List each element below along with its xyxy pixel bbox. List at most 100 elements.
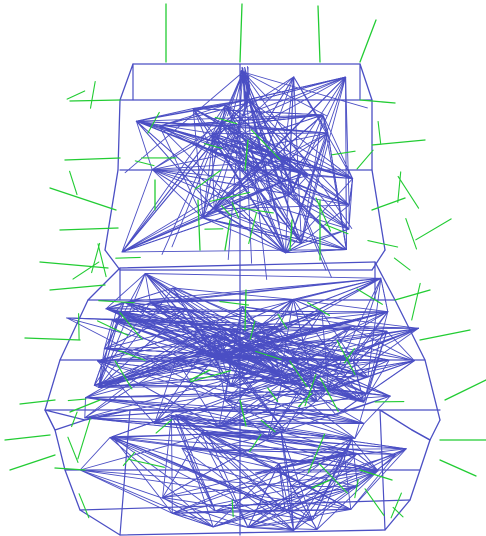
seat-edge — [221, 356, 365, 403]
normal-vector — [331, 150, 356, 156]
normal-vector — [343, 348, 355, 364]
seat-edge — [98, 301, 125, 388]
base-edge — [79, 469, 173, 514]
base-edge — [201, 432, 352, 510]
armrest-edge — [273, 327, 419, 354]
base-edge — [208, 449, 280, 464]
seat-edge — [149, 298, 294, 303]
armrest-edge — [354, 423, 365, 439]
backrest-edge — [221, 76, 347, 124]
base-edge — [293, 448, 407, 531]
base-outline — [379, 409, 413, 431]
seat-edge — [103, 277, 382, 350]
base-edge — [247, 526, 318, 530]
fan-edge — [124, 71, 244, 174]
normal-vector — [364, 488, 385, 517]
fan-edge — [242, 71, 280, 226]
backrest-edge — [192, 108, 309, 177]
fan-edge — [224, 71, 244, 149]
backrest-edge — [159, 125, 286, 254]
backrest-edge — [289, 114, 324, 195]
normal-vector — [298, 392, 313, 408]
fan-edge — [242, 71, 268, 280]
normal-vector — [203, 143, 223, 149]
armrest-edge — [212, 335, 286, 432]
armrest-edge — [97, 360, 356, 439]
normal-vector — [318, 463, 348, 494]
seat-edge — [98, 298, 294, 388]
backrest-edge — [284, 242, 302, 254]
normal-vector — [244, 289, 247, 331]
normal-vector — [69, 99, 121, 102]
armrest-edge — [363, 395, 391, 424]
armrest-edge — [154, 360, 415, 424]
seat-edge — [149, 277, 382, 303]
base-edge — [171, 510, 286, 514]
armrest-edge — [224, 352, 275, 402]
armrest-edge — [84, 417, 365, 424]
backrest-edge — [248, 98, 291, 195]
backrest-edge — [202, 217, 286, 254]
normal-vector — [197, 199, 201, 251]
backrest-edge — [151, 122, 223, 171]
base-edge — [212, 463, 280, 528]
backrest-edge — [202, 217, 347, 250]
normal-vector — [307, 302, 331, 316]
normal-vector — [393, 257, 411, 271]
base-outline — [384, 499, 411, 531]
armrest-edge — [199, 329, 286, 432]
armrest-edge — [199, 327, 419, 411]
base-edge — [350, 448, 407, 510]
backrest-edge — [159, 125, 204, 219]
normal-vector — [71, 411, 78, 428]
normal-vector — [194, 169, 222, 190]
normal-vector — [224, 219, 231, 251]
normal-vector — [66, 90, 86, 100]
normal-vector — [317, 5, 321, 63]
normal-vector — [354, 479, 359, 499]
backrest-edge — [135, 104, 227, 122]
base-edge — [171, 512, 249, 528]
base-edge — [79, 433, 209, 471]
backrest-edge — [135, 120, 153, 171]
fan-edge — [242, 71, 327, 271]
armrest-edge — [199, 329, 368, 394]
base-edge — [162, 497, 313, 521]
fan-edge — [242, 71, 281, 183]
normal-vector — [249, 320, 256, 340]
armrest-edge — [85, 329, 242, 399]
backrest-edge — [284, 178, 354, 254]
backrest-edge — [213, 208, 347, 250]
backrest-edge — [151, 132, 329, 171]
base-edge — [284, 508, 352, 512]
base-edge — [175, 414, 286, 512]
normal-vector — [91, 242, 101, 274]
backrest-edge — [213, 208, 302, 244]
normal-vector — [250, 129, 281, 160]
structure-edge — [119, 409, 131, 536]
base-edge — [208, 431, 282, 451]
seat-outline — [87, 267, 121, 301]
base-edge — [162, 497, 214, 528]
base-outline — [54, 429, 66, 471]
base-edge — [175, 414, 216, 512]
base-edge — [284, 510, 318, 530]
backrest-edge — [221, 122, 302, 244]
normal-vector — [49, 187, 117, 211]
armrest-edge — [97, 352, 275, 362]
base-outline — [119, 529, 386, 536]
armrest-edge — [240, 329, 391, 397]
backrest-edge — [284, 76, 347, 254]
backrest-edge — [225, 104, 261, 170]
backrest-edge — [293, 76, 302, 244]
normal-vector — [72, 261, 100, 280]
fan-edge — [242, 71, 253, 264]
normal-vector — [267, 387, 279, 403]
base-edge — [208, 449, 249, 528]
armrest-edge — [212, 335, 303, 386]
seat-outline — [424, 359, 441, 421]
backrest-outline — [371, 169, 386, 251]
fan-edge — [242, 71, 328, 117]
